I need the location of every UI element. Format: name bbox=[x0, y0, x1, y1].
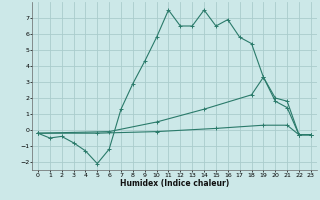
X-axis label: Humidex (Indice chaleur): Humidex (Indice chaleur) bbox=[120, 179, 229, 188]
